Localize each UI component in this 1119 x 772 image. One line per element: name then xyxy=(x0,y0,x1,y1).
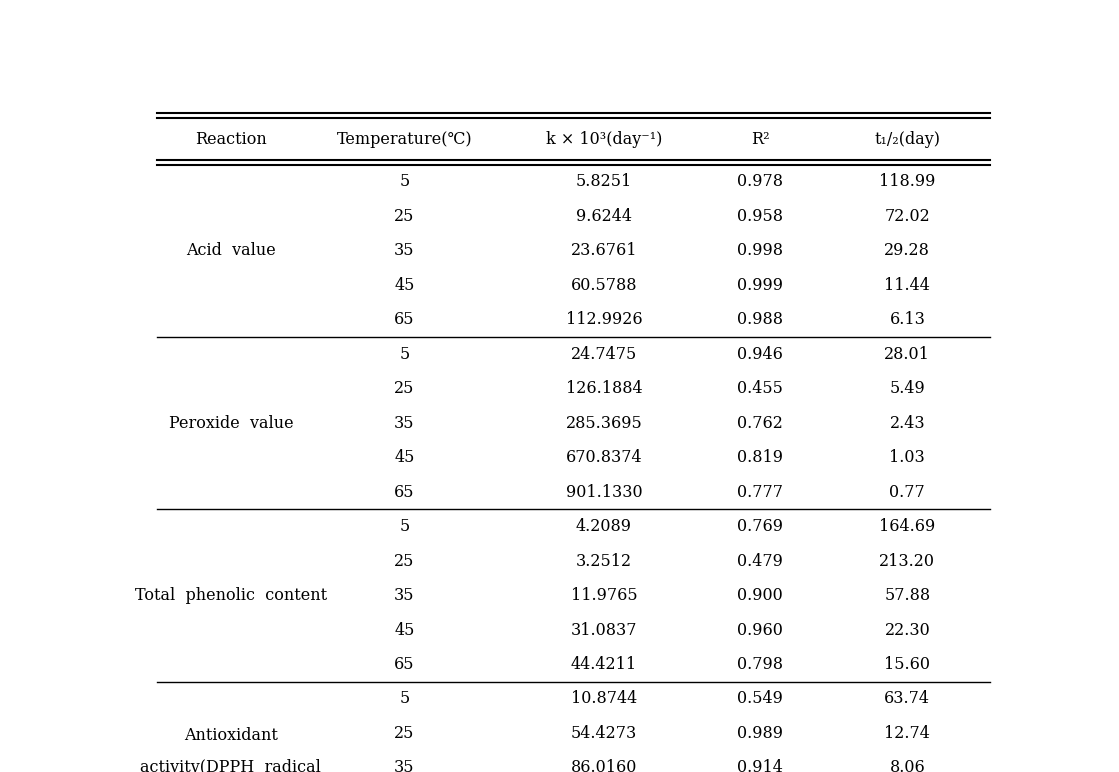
Text: 0.960: 0.960 xyxy=(737,621,783,638)
Text: 0.988: 0.988 xyxy=(737,311,783,328)
Text: 0.777: 0.777 xyxy=(737,483,783,500)
Text: 0.77: 0.77 xyxy=(890,483,925,500)
Text: 0.762: 0.762 xyxy=(737,415,783,432)
Text: 5: 5 xyxy=(399,518,410,535)
Text: 72.02: 72.02 xyxy=(884,208,930,225)
Text: Total  phenolic  content: Total phenolic content xyxy=(135,587,327,604)
Text: 126.1884: 126.1884 xyxy=(565,380,642,397)
Text: 2.43: 2.43 xyxy=(890,415,925,432)
Text: 25: 25 xyxy=(394,553,414,570)
Text: 164.69: 164.69 xyxy=(880,518,935,535)
Text: Reaction: Reaction xyxy=(195,130,266,147)
Text: 35: 35 xyxy=(394,587,415,604)
Text: 86.0160: 86.0160 xyxy=(571,760,637,772)
Text: Temperature(℃): Temperature(℃) xyxy=(337,130,472,147)
Text: 65: 65 xyxy=(394,483,415,500)
Text: 0.549: 0.549 xyxy=(737,690,783,707)
Text: 25: 25 xyxy=(394,208,414,225)
Text: 0.989: 0.989 xyxy=(737,725,783,742)
Text: 29.28: 29.28 xyxy=(884,242,930,259)
Text: 24.7475: 24.7475 xyxy=(571,346,637,363)
Text: 0.946: 0.946 xyxy=(737,346,783,363)
Text: 1.03: 1.03 xyxy=(890,449,925,466)
Text: 8.06: 8.06 xyxy=(890,760,925,772)
Text: 35: 35 xyxy=(394,760,415,772)
Text: 0.769: 0.769 xyxy=(737,518,783,535)
Text: 0.819: 0.819 xyxy=(737,449,783,466)
Text: 28.01: 28.01 xyxy=(884,346,930,363)
Text: 0.900: 0.900 xyxy=(737,587,783,604)
Text: 0.978: 0.978 xyxy=(737,173,783,191)
Text: 6.13: 6.13 xyxy=(890,311,925,328)
Text: 9.6244: 9.6244 xyxy=(576,208,632,225)
Text: 5.8251: 5.8251 xyxy=(575,173,632,191)
Text: 35: 35 xyxy=(394,242,415,259)
Text: Peroxide  value: Peroxide value xyxy=(169,415,293,432)
Text: 10.8744: 10.8744 xyxy=(571,690,637,707)
Text: 5.49: 5.49 xyxy=(890,380,925,397)
Text: 901.1330: 901.1330 xyxy=(565,483,642,500)
Text: 11.9765: 11.9765 xyxy=(571,587,637,604)
Text: 25: 25 xyxy=(394,380,414,397)
Text: t₁/₂(day): t₁/₂(day) xyxy=(874,130,940,147)
Text: 44.4211: 44.4211 xyxy=(571,656,637,673)
Text: 0.798: 0.798 xyxy=(737,656,783,673)
Text: 57.88: 57.88 xyxy=(884,587,930,604)
Text: 670.8374: 670.8374 xyxy=(565,449,642,466)
Text: 0.479: 0.479 xyxy=(737,553,783,570)
Text: 5: 5 xyxy=(399,346,410,363)
Text: 60.5788: 60.5788 xyxy=(571,276,637,293)
Text: 22.30: 22.30 xyxy=(884,621,930,638)
Text: 63.74: 63.74 xyxy=(884,690,930,707)
Text: 23.6761: 23.6761 xyxy=(571,242,637,259)
Text: 54.4273: 54.4273 xyxy=(571,725,637,742)
Text: 11.44: 11.44 xyxy=(884,276,930,293)
Text: 0.999: 0.999 xyxy=(737,276,783,293)
Text: 31.0837: 31.0837 xyxy=(571,621,637,638)
Text: 4.2089: 4.2089 xyxy=(576,518,632,535)
Text: 0.958: 0.958 xyxy=(737,208,783,225)
Text: activity(DPPH  radical: activity(DPPH radical xyxy=(141,760,321,772)
Text: 12.74: 12.74 xyxy=(884,725,930,742)
Text: 5: 5 xyxy=(399,173,410,191)
Text: k × 10³(day⁻¹): k × 10³(day⁻¹) xyxy=(546,130,662,147)
Text: 45: 45 xyxy=(394,621,414,638)
Text: 65: 65 xyxy=(394,656,415,673)
Text: 285.3695: 285.3695 xyxy=(565,415,642,432)
Text: 5: 5 xyxy=(399,690,410,707)
Text: 112.9926: 112.9926 xyxy=(565,311,642,328)
Text: 0.998: 0.998 xyxy=(737,242,783,259)
Text: 45: 45 xyxy=(394,449,414,466)
Text: 35: 35 xyxy=(394,415,415,432)
Text: 3.2512: 3.2512 xyxy=(576,553,632,570)
Text: Acid  value: Acid value xyxy=(186,242,275,259)
Text: 15.60: 15.60 xyxy=(884,656,930,673)
Text: 213.20: 213.20 xyxy=(880,553,935,570)
Text: 25: 25 xyxy=(394,725,414,742)
Text: 45: 45 xyxy=(394,276,414,293)
Text: 0.914: 0.914 xyxy=(737,760,783,772)
Text: R²: R² xyxy=(751,130,769,147)
Text: 65: 65 xyxy=(394,311,415,328)
Text: 118.99: 118.99 xyxy=(880,173,935,191)
Text: 0.455: 0.455 xyxy=(737,380,783,397)
Text: Antioxidant: Antioxidant xyxy=(184,726,278,743)
